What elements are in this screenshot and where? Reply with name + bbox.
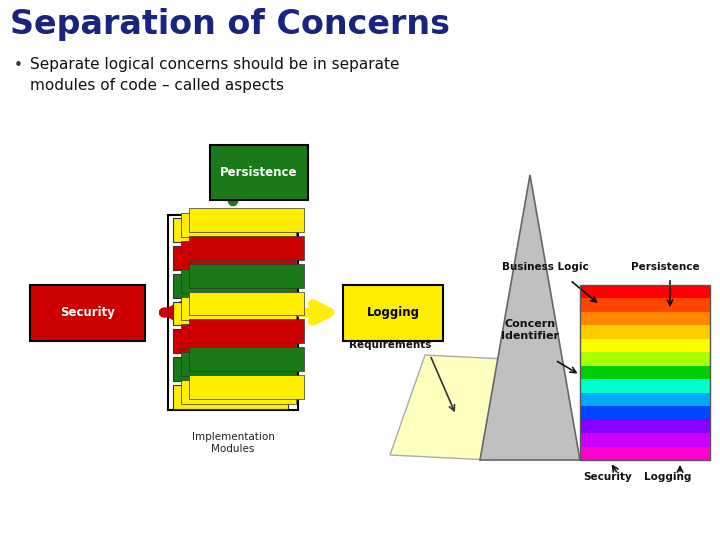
Bar (580, 420, 710, 434)
Text: Concern
Identifier: Concern Identifier (501, 319, 559, 341)
Bar (210, 145, 308, 200)
Text: Persistence: Persistence (220, 166, 298, 179)
Bar (181, 213, 296, 237)
Bar (580, 379, 710, 393)
Bar (173, 218, 288, 242)
Bar (181, 296, 296, 320)
Bar (181, 325, 296, 348)
Bar (168, 215, 298, 410)
Text: Implementation
Modules: Implementation Modules (192, 432, 274, 454)
Bar (189, 347, 304, 371)
Bar (181, 241, 296, 265)
Text: Persistence: Persistence (631, 262, 699, 272)
Bar (580, 447, 710, 461)
Bar (173, 385, 288, 409)
Bar (189, 320, 304, 343)
Bar (343, 285, 443, 341)
Bar (580, 406, 710, 420)
Bar (580, 352, 710, 366)
Text: •: • (14, 58, 23, 73)
Bar (580, 433, 710, 447)
Bar (173, 301, 288, 326)
Bar (173, 246, 288, 269)
Bar (189, 264, 304, 288)
Bar (181, 380, 296, 404)
Polygon shape (390, 355, 525, 460)
Text: Security: Security (60, 306, 115, 319)
Text: Separation of Concerns: Separation of Concerns (10, 8, 450, 41)
Text: Logging: Logging (366, 306, 420, 319)
Text: Separate logical concerns should be in separate
modules of code – called aspects: Separate logical concerns should be in s… (30, 57, 400, 93)
Text: Logging: Logging (644, 472, 692, 482)
Bar (580, 326, 710, 339)
Bar (189, 236, 304, 260)
Text: Requirements: Requirements (348, 340, 431, 350)
Bar (580, 285, 710, 460)
Bar (580, 339, 710, 353)
Bar (580, 393, 710, 407)
Text: Business Logic: Business Logic (502, 262, 588, 272)
Bar (173, 274, 288, 298)
Bar (30, 285, 145, 341)
Polygon shape (480, 175, 580, 460)
Bar (181, 352, 296, 376)
Bar (189, 375, 304, 399)
Bar (189, 292, 304, 315)
Bar (580, 299, 710, 313)
Bar (580, 312, 710, 326)
Bar (580, 285, 710, 299)
Bar (173, 329, 288, 353)
Bar (181, 269, 296, 293)
Bar (580, 366, 710, 380)
Text: Security: Security (584, 472, 632, 482)
Bar (189, 208, 304, 232)
Bar (173, 357, 288, 381)
